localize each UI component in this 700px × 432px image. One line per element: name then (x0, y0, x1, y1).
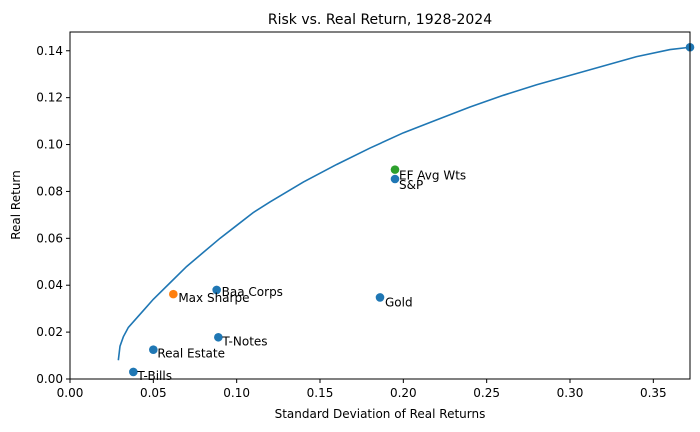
x-tick-label: 0.00 (57, 386, 84, 400)
point-label-ef-avg-wts: EF Avg Wts (399, 169, 466, 183)
x-tick-label: 0.20 (390, 386, 417, 400)
x-tick-label: 0.25 (473, 386, 500, 400)
point-label-t-bills: T-Bills (136, 369, 172, 383)
point-gold (375, 293, 385, 302)
point-label-real-estate: Real Estate (157, 347, 225, 361)
y-tick-label: 0.00 (36, 372, 63, 386)
y-tick-label: 0.08 (36, 184, 63, 198)
efficient-frontier-line (117, 46, 691, 361)
x-tick-label: 0.35 (640, 386, 667, 400)
chart-title: Risk vs. Real Return, 1928-2024 (268, 12, 492, 28)
point-max-sharpe (169, 289, 178, 299)
point-label-baa-corps: Baa Corps (222, 285, 283, 299)
point-real-estate (149, 345, 158, 354)
point-label-s-p: S&P (399, 178, 423, 192)
point-ef-avg-wts (390, 165, 400, 174)
plot-frame (69, 31, 691, 380)
point-baa-corps (212, 285, 221, 295)
point-label-gold: Gold (385, 295, 413, 309)
point-t-notes (214, 332, 223, 342)
y-tick-label: 0.10 (36, 138, 63, 152)
x-tick-label: 0.05 (140, 386, 167, 400)
x-tick-label: 0.30 (557, 386, 584, 400)
x-axis-title: Standard Deviation of Real Returns (275, 407, 486, 421)
x-tick-label: 0.15 (307, 386, 334, 400)
x-tick-label: 0.10 (223, 386, 250, 400)
y-tick-label: 0.06 (36, 231, 63, 245)
point-t-bills (129, 367, 138, 377)
y-tick-label: 0.04 (36, 278, 63, 292)
point-s-p (390, 174, 400, 184)
y-tick-label: 0.14 (36, 44, 63, 58)
y-tick-label: 0.12 (36, 91, 63, 105)
point-label-max-sharpe: Max Sharpe (178, 291, 249, 305)
y-axis-title: Real Return (9, 170, 23, 240)
y-tick-label: 0.02 (36, 325, 63, 339)
point-label-t-notes: T-Notes (221, 334, 267, 348)
